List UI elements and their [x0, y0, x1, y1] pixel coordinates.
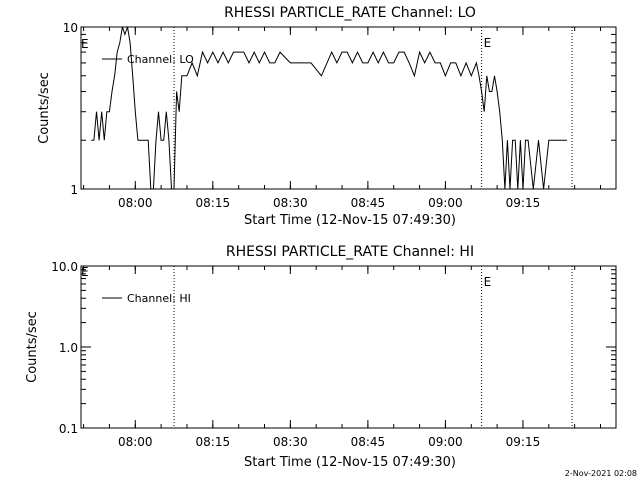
x-tick-label: 08:45: [351, 196, 386, 210]
chart-title: RHESSI PARTICLE_RATE Channel: HI: [226, 244, 474, 260]
legend-label: Channel: HI: [127, 292, 191, 305]
x-tick-label: 08:30: [273, 196, 308, 210]
x-tick-label: 08:00: [118, 196, 153, 210]
x-tick-label: 08:15: [196, 196, 231, 210]
left-marker-label: E: [81, 37, 89, 51]
legend-label: Channel: LO: [127, 53, 194, 66]
y-tick-label: 10.0: [51, 260, 78, 274]
panel-lo: RHESSI PARTICLE_RATE Channel: LO Start T…: [37, 5, 617, 228]
panel-hi: RHESSI PARTICLE_RATE Channel: HI Start T…: [25, 244, 617, 470]
x-axis-label: Start Time (12-Nov-15 07:49:30): [244, 213, 456, 228]
y-axis-label: Counts/sec: [25, 311, 40, 383]
y-tick-label: 10: [63, 21, 78, 35]
y-tick-label: 0.1: [59, 422, 78, 436]
y-axis-label: Counts/sec: [37, 72, 52, 144]
y-tick-label: 1.0: [59, 341, 78, 355]
x-tick-label: 08:45: [351, 435, 386, 449]
x-tick-label: 09:15: [506, 435, 541, 449]
x-tick-label: 08:30: [273, 435, 308, 449]
x-tick-label: 08:00: [118, 435, 153, 449]
chart-title: RHESSI PARTICLE_RATE Channel: LO: [224, 5, 476, 21]
x-tick-label: 08:15: [196, 435, 231, 449]
event-marker-label: E: [484, 275, 492, 289]
series-line: [91, 26, 567, 190]
event-marker-label: E: [484, 36, 492, 50]
y-tick-label: 1: [70, 183, 78, 197]
x-tick-label: 09:15: [506, 196, 541, 210]
x-tick-label: 09:00: [428, 435, 463, 449]
left-marker-label: E: [81, 265, 89, 279]
x-tick-label: 09:00: [428, 196, 463, 210]
plot-frame: [80, 26, 617, 190]
x-axis-label: Start Time (12-Nov-15 07:49:30): [244, 455, 456, 470]
footer-timestamp: 2-Nov-2021 02:08: [565, 469, 637, 478]
